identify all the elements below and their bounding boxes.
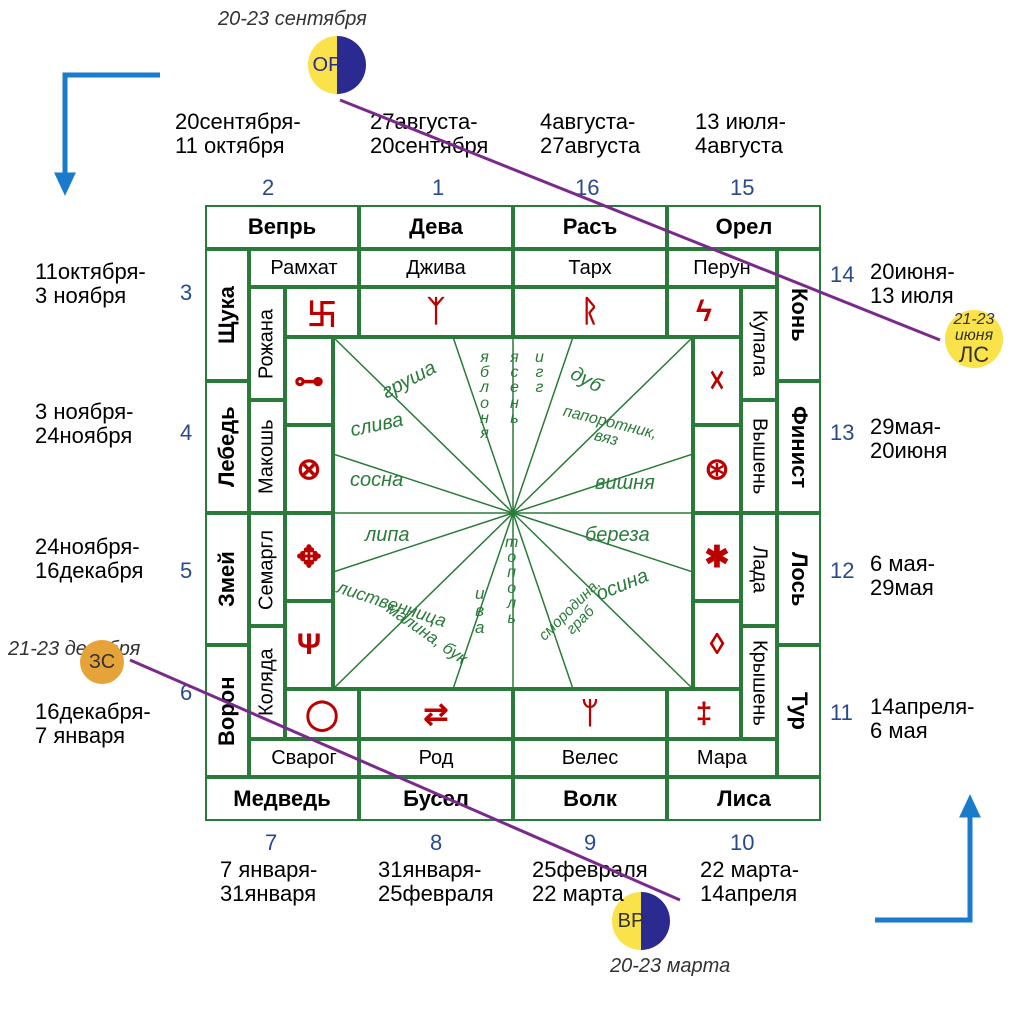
tree-igg: игг [535,350,544,396]
num-bot-1: 8 [430,830,442,856]
date-left-0: 11октября-3 ноября [35,260,146,308]
num-top-1: 1 [432,175,444,201]
solstice-vr-date: 20-23 марта [610,955,730,978]
date-left-1: 3 ноября-24ноября [35,400,133,448]
date-top-3: 13 июля-4августа [695,110,786,158]
num-left-1: 4 [180,420,192,446]
num-left-3: 6 [180,680,192,706]
animal-vepr: Вепрь [205,205,359,249]
deity-rod: Род [359,739,513,777]
solstice-or-date: 20-23 сентября [218,8,367,31]
sym-r2: ✱ [693,513,741,601]
sym-t3: ϟ [667,287,741,337]
deity-kolyada: Коляда [249,626,285,739]
deity-tarh: Тарх [513,249,667,287]
deity-veles: Велес [513,739,667,777]
solstice-or-icon: ОР [308,36,366,94]
date-top-1: 27августа-20сентября [370,110,488,158]
deity-kupala: Купала [741,287,777,400]
deity-semargl: Семаргл [249,513,285,626]
sym-b2: ᛘ [513,689,667,739]
deity-kryshen: Крышень [741,626,777,739]
animal-orel: Орел [667,205,821,249]
sym-t0: 卐 [285,287,359,337]
deity-ramhat: Рамхат [249,249,359,287]
tree-sosna: сосна [350,470,403,490]
date-bot-1: 31января-25февраля [378,858,494,906]
animal-kon: Конь [777,249,821,381]
animal-voron: Ворон [205,645,249,777]
num-left-2: 5 [180,558,192,584]
animal-shuka: Щука [205,249,249,381]
num-right-3: 11 [830,700,853,726]
num-bot-0: 7 [265,830,277,856]
animal-zmey: Змей [205,513,249,645]
tree-yablonya: яблоня [480,350,489,441]
date-bot-3: 22 марта-14апреля [700,858,799,906]
date-bot-0: 7 января-31января [220,858,317,906]
date-left-2: 24ноября-16декабря [35,535,143,583]
animal-lebed: Лебедь [205,381,249,513]
sym-l1: ⊗ [285,425,333,513]
arrow-top-left [50,60,170,210]
sym-r0: ☓ [693,337,741,425]
date-top-2: 4августа-27августа [540,110,640,158]
tree-lipa: липа [365,525,410,545]
tree-yasen: ясень [510,350,519,426]
deity-lada: Лада [741,513,777,626]
num-left-0: 3 [180,280,192,306]
tree-topol: тополь [505,535,518,626]
tree-vishnya: вишня [595,473,655,493]
deity-svarog: Сварог [249,739,359,777]
sym-l3: Ψ [285,601,333,689]
animal-busel: Бусел [359,777,513,821]
deity-mara: Мара [667,739,777,777]
num-top-0: 2 [262,175,274,201]
num-bot-3: 10 [730,830,754,856]
deity-vyshen: Вышень [741,400,777,513]
num-right-1: 13 [830,420,854,446]
deity-makosh: Макошь [249,400,285,513]
sym-l0: ⊶ [285,337,333,425]
solstice-zs-icon: ЗС [80,640,124,684]
animal-finist: Финист [777,381,821,513]
animal-tur: Тур [777,645,821,777]
arrow-bottom-right [865,780,985,930]
animal-ras: Расъ [513,205,667,249]
date-left-3: 16декабря-7 января [35,700,151,748]
num-top-3: 15 [730,175,754,201]
animal-volk: Волк [513,777,667,821]
num-right-0: 14 [830,262,854,288]
date-right-3: 14апреля-6 мая [870,695,974,743]
calendar-square: Вепрь Дева Расъ Орел Щука Лебедь Змей Во… [205,205,821,821]
solstice-ls-icon: 21-23 июняЛС [945,310,1003,368]
date-right-2: 6 мая-29мая [870,552,935,600]
tree-iva: ива [475,585,484,636]
sym-b3: ‡ [667,689,741,739]
sym-r1: ⊛ [693,425,741,513]
sym-b0: ◯ [285,689,359,739]
animal-los: Лось [777,513,821,645]
num-bot-2: 9 [584,830,596,856]
animal-deva: Дева [359,205,513,249]
sym-l2: ✥ [285,513,333,601]
deity-dzhiva: Джива [359,249,513,287]
num-top-2: 16 [575,175,599,201]
deity-rozhana: Рожана [249,287,285,400]
tree-bereza: береза [585,525,650,545]
date-top-0: 20сентября-11 октября [175,110,301,158]
animal-medved: Медведь [205,777,359,821]
deity-perun: Перун [667,249,777,287]
sym-t1: ᛉ [359,287,513,337]
sym-b1: ⇄ [359,689,513,739]
date-right-0: 20июня-13 июля [870,260,955,308]
num-right-2: 12 [830,558,854,584]
sym-r3: ◊ [693,601,741,689]
date-bot-2: 25февраля22 марта [532,858,648,906]
sym-t2: ᚱ [513,287,667,337]
date-right-1: 29мая-20июня [870,415,947,463]
animal-lisa: Лиса [667,777,821,821]
